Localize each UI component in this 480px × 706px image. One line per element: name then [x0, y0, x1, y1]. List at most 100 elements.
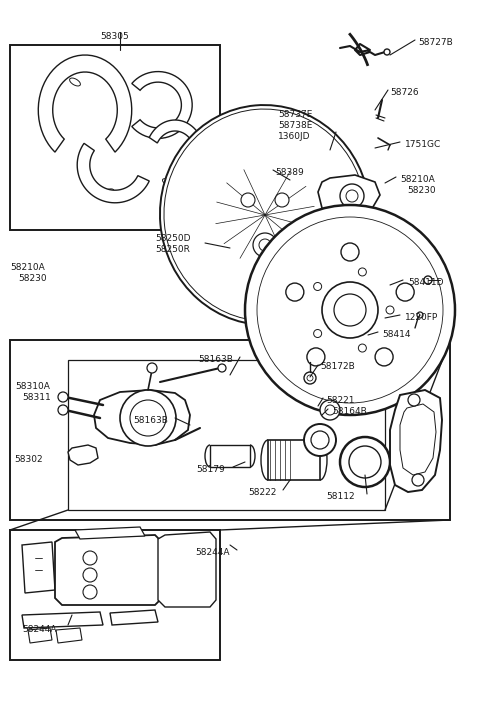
Text: 58727B: 58727B [418, 38, 453, 47]
Text: 1751GC: 1751GC [405, 140, 441, 149]
Text: 58210A: 58210A [10, 263, 45, 272]
Circle shape [120, 390, 176, 446]
Circle shape [147, 363, 157, 373]
Polygon shape [56, 628, 82, 643]
Text: 1360JD: 1360JD [278, 132, 311, 141]
Text: 58737E: 58737E [278, 110, 312, 119]
Bar [210, 445, 250, 467]
Ellipse shape [102, 189, 114, 195]
Circle shape [253, 233, 277, 257]
Polygon shape [149, 120, 205, 172]
Circle shape [311, 431, 329, 449]
Text: 58310A: 58310A [15, 382, 50, 391]
Text: 58305: 58305 [101, 32, 130, 41]
Circle shape [359, 268, 366, 276]
Circle shape [325, 405, 335, 415]
Text: 58302: 58302 [14, 455, 43, 464]
Circle shape [408, 394, 420, 406]
Polygon shape [55, 535, 162, 605]
Text: 58112: 58112 [326, 492, 355, 501]
Text: 58726: 58726 [390, 88, 419, 97]
Circle shape [340, 184, 364, 208]
Text: 1220FP: 1220FP [405, 313, 438, 322]
Circle shape [384, 49, 390, 55]
Text: 58738E: 58738E [278, 121, 312, 130]
Text: 58311: 58311 [22, 393, 51, 402]
Circle shape [304, 424, 336, 456]
Polygon shape [132, 71, 192, 138]
Text: 58172B: 58172B [320, 362, 355, 371]
Circle shape [340, 437, 390, 487]
Polygon shape [77, 143, 149, 203]
Text: 58210A: 58210A [400, 175, 435, 184]
Text: 58230: 58230 [18, 274, 47, 283]
Circle shape [275, 193, 289, 207]
Polygon shape [75, 527, 145, 539]
Text: 58179: 58179 [196, 465, 225, 474]
Circle shape [313, 282, 322, 290]
Circle shape [58, 392, 68, 402]
Circle shape [349, 446, 381, 478]
Polygon shape [158, 532, 216, 607]
Circle shape [341, 243, 359, 261]
Circle shape [307, 348, 325, 366]
Polygon shape [28, 628, 52, 643]
Ellipse shape [70, 78, 81, 86]
Circle shape [241, 193, 255, 207]
Text: 58222: 58222 [248, 488, 276, 497]
Circle shape [313, 330, 322, 337]
Circle shape [334, 294, 366, 326]
Polygon shape [318, 175, 380, 220]
Circle shape [307, 375, 313, 381]
Circle shape [58, 405, 68, 415]
Bar [10, 340, 450, 520]
Bar [248, 190, 282, 210]
Circle shape [359, 344, 366, 352]
Ellipse shape [160, 105, 370, 325]
Text: 58250D: 58250D [155, 234, 191, 243]
Circle shape [245, 205, 455, 415]
Circle shape [424, 276, 432, 284]
Text: 58250R: 58250R [155, 245, 190, 254]
Text: 58163B: 58163B [133, 416, 168, 425]
Polygon shape [400, 404, 436, 475]
Bar [268, 440, 320, 480]
Circle shape [83, 551, 97, 565]
Circle shape [386, 306, 394, 314]
Circle shape [218, 364, 226, 372]
Text: 58389: 58389 [275, 168, 304, 177]
Polygon shape [68, 445, 98, 465]
Bar [68, 360, 385, 510]
Text: 58244A: 58244A [195, 548, 229, 557]
Text: 58411D: 58411D [408, 278, 444, 287]
Polygon shape [22, 542, 55, 593]
Circle shape [412, 474, 424, 486]
Circle shape [130, 400, 166, 436]
Circle shape [286, 283, 304, 301]
Circle shape [417, 312, 423, 318]
Text: 58244A: 58244A [22, 625, 57, 634]
Polygon shape [94, 390, 190, 445]
Ellipse shape [140, 79, 150, 85]
Bar [10, 45, 220, 230]
Bar [62, 538, 162, 548]
Circle shape [375, 348, 393, 366]
Circle shape [346, 190, 358, 202]
Ellipse shape [163, 179, 171, 185]
Polygon shape [38, 55, 132, 152]
Circle shape [279, 160, 285, 166]
Circle shape [292, 125, 298, 131]
Text: 58230: 58230 [407, 186, 436, 195]
Circle shape [322, 282, 378, 338]
Text: 58221: 58221 [326, 396, 355, 405]
Polygon shape [110, 610, 158, 625]
Polygon shape [390, 390, 442, 492]
Text: 58414: 58414 [382, 330, 410, 339]
Circle shape [304, 372, 316, 384]
Circle shape [83, 568, 97, 582]
Bar [10, 530, 220, 660]
Circle shape [259, 239, 271, 251]
Polygon shape [22, 612, 103, 628]
Text: 58164B: 58164B [332, 407, 367, 416]
Circle shape [396, 283, 414, 301]
